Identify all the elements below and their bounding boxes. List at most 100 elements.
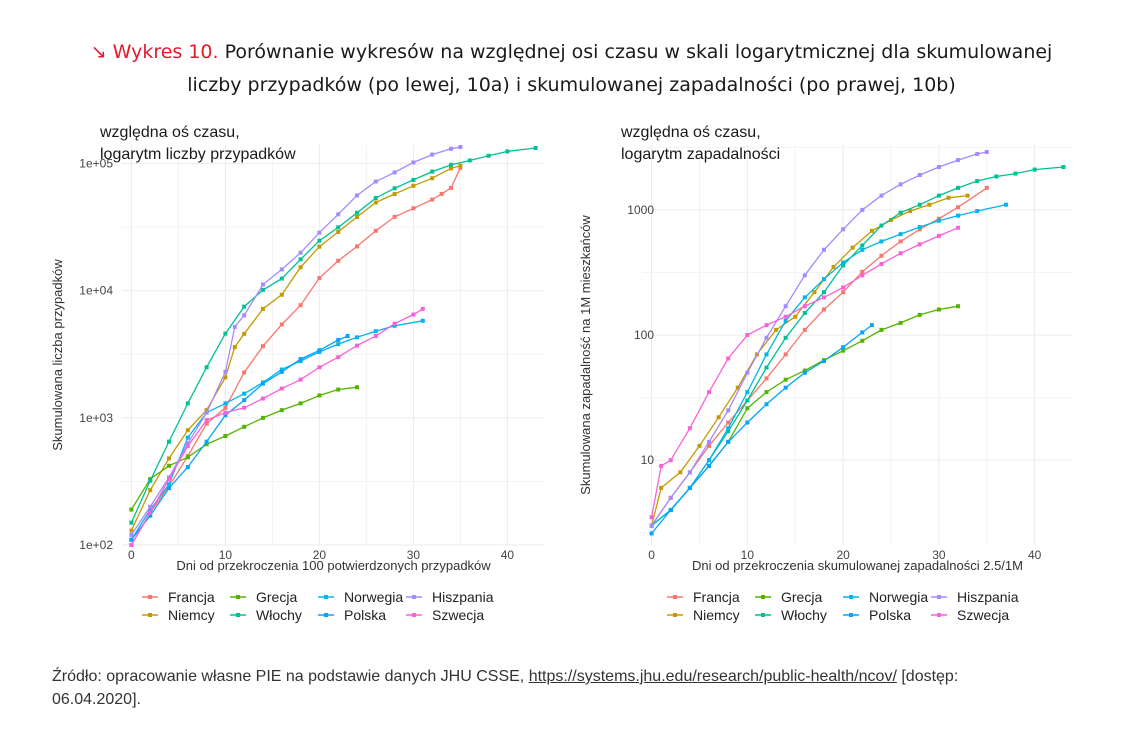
data-point: [707, 390, 712, 395]
data-point: [242, 391, 247, 396]
data-point: [745, 398, 750, 403]
legend-key-marker: [673, 613, 677, 617]
data-point: [802, 370, 807, 375]
data-point: [392, 323, 397, 328]
data-point: [167, 482, 171, 487]
data-point: [821, 247, 826, 252]
data-point: [956, 205, 961, 210]
data-point: [279, 322, 284, 327]
title-text-1: Porównanie wykresów na względnej osi cza…: [224, 41, 1053, 63]
data-point: [298, 250, 303, 255]
data-point: [298, 257, 303, 262]
data-point: [505, 149, 510, 154]
source-text: Źródło: opracowanie własne PIE na podsta…: [52, 668, 525, 685]
data-point: [242, 424, 247, 429]
legend-label: Szwecja: [957, 607, 1009, 623]
data-point: [317, 365, 322, 370]
data-point: [298, 303, 303, 308]
data-point: [764, 376, 769, 381]
data-point: [167, 439, 171, 444]
data-point: [879, 223, 884, 228]
data-point: [392, 186, 397, 191]
data-point: [317, 348, 322, 353]
series-line: [650, 227, 959, 518]
data-point: [392, 192, 397, 197]
legend-label: Francja: [168, 589, 215, 605]
data-point: [678, 470, 683, 475]
data-point: [242, 304, 247, 309]
legend-label: Włochy: [256, 607, 302, 623]
y-axis-label: Skumulowana liczba przypadków: [50, 259, 65, 451]
data-point: [841, 263, 846, 268]
data-point: [129, 543, 134, 547]
data-point: [204, 408, 209, 413]
data-point: [831, 264, 836, 269]
data-point: [793, 314, 798, 319]
data-point: [223, 413, 228, 418]
data-point: [129, 537, 134, 542]
data-point: [185, 435, 190, 440]
data-point: [745, 406, 750, 411]
data-point: [355, 193, 359, 198]
data-point: [355, 215, 359, 220]
legend-label: Niemcy: [168, 607, 215, 623]
data-point: [298, 357, 303, 362]
legend-label: Hiszpania: [432, 589, 494, 605]
legend-key-marker: [324, 613, 328, 617]
series-szwecja: [129, 306, 425, 547]
data-point: [965, 193, 970, 198]
legend-label: Niemcy: [693, 607, 740, 623]
data-point: [204, 418, 209, 423]
data-point: [317, 393, 322, 398]
data-point: [167, 477, 171, 482]
series-line: [651, 305, 959, 527]
data-point: [223, 369, 228, 374]
series-line: [651, 324, 873, 534]
data-point: [129, 532, 134, 537]
data-point: [802, 295, 807, 300]
data-point: [956, 213, 961, 218]
data-point: [917, 202, 922, 207]
legend-key-marker: [849, 613, 853, 617]
legend-item-szwecja: Szwecja: [931, 607, 1009, 623]
data-point: [697, 443, 702, 448]
data-point: [336, 258, 341, 263]
data-point: [336, 212, 341, 217]
data-point: [373, 329, 378, 334]
x-tick-label: 40: [1028, 548, 1042, 562]
data-point: [449, 162, 453, 167]
data-point: [355, 343, 359, 348]
data-point: [449, 185, 453, 190]
data-point: [783, 314, 788, 319]
data-point: [392, 321, 397, 326]
x-tick-label: 0: [648, 548, 655, 562]
data-point: [317, 275, 322, 280]
data-point: [458, 145, 463, 150]
data-point: [649, 523, 654, 528]
series-line: [651, 166, 1064, 527]
data-point: [841, 345, 846, 350]
data-point: [936, 165, 941, 170]
data-point: [242, 405, 247, 410]
legend-label: Włochy: [781, 607, 827, 623]
legend-key-marker: [412, 595, 416, 599]
data-point: [411, 183, 416, 188]
data-point: [355, 244, 359, 249]
data-point: [745, 333, 750, 338]
data-point: [129, 520, 134, 525]
data-point: [148, 504, 153, 509]
data-point: [232, 345, 237, 350]
data-point: [984, 185, 989, 190]
legend-label: Grecja: [781, 589, 822, 605]
data-point: [185, 465, 190, 470]
data-point: [850, 245, 855, 250]
data-point: [726, 426, 731, 431]
source-link[interactable]: https://systems.jhu.edu/research/public-…: [528, 668, 897, 685]
data-point: [869, 228, 874, 233]
data-point: [204, 410, 209, 415]
legend-item-grecja: Grecja: [230, 589, 297, 605]
y-tick-label: 1000: [627, 203, 654, 217]
data-point: [373, 179, 378, 184]
data-point: [783, 335, 788, 340]
data-point: [975, 208, 980, 213]
